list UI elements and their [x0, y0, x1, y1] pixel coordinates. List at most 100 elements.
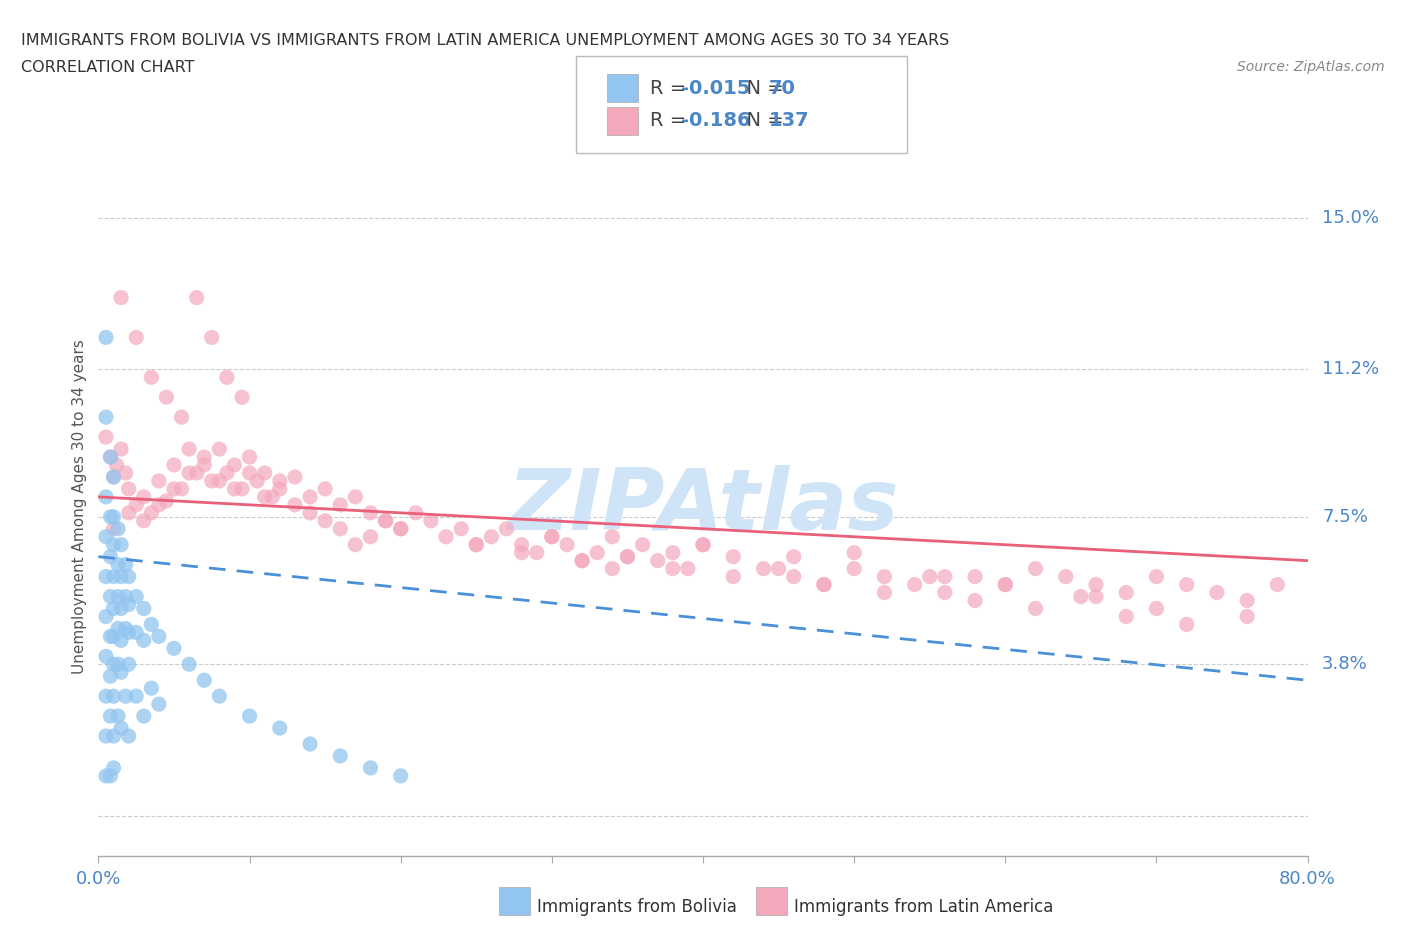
Point	[994, 578, 1017, 592]
Point	[107, 621, 129, 636]
Text: 80.0%: 80.0%	[1279, 870, 1336, 887]
Point	[329, 522, 352, 537]
Point	[100, 589, 122, 604]
Point	[215, 466, 238, 481]
Point	[103, 538, 125, 552]
Point	[631, 538, 654, 552]
Point	[105, 458, 128, 472]
Point	[100, 768, 122, 783]
Point	[94, 649, 117, 664]
Point	[616, 550, 638, 565]
Text: 15.0%: 15.0%	[1322, 209, 1379, 227]
Point	[208, 442, 231, 457]
Point	[148, 629, 170, 644]
Point	[314, 513, 336, 528]
Point	[1024, 561, 1046, 576]
Point	[100, 449, 122, 464]
Point	[110, 538, 132, 552]
Point	[141, 617, 163, 631]
Point	[110, 442, 132, 457]
Text: N =: N =	[734, 79, 790, 98]
Point	[344, 489, 367, 504]
Point	[103, 522, 125, 537]
Point	[873, 585, 896, 600]
Point	[94, 489, 117, 504]
Point	[208, 689, 231, 704]
Point	[262, 489, 284, 504]
Text: Immigrants from Latin America: Immigrants from Latin America	[794, 897, 1053, 916]
Point	[110, 633, 132, 648]
Text: 11.2%: 11.2%	[1322, 360, 1379, 379]
Point	[170, 410, 193, 425]
Point	[107, 557, 129, 572]
Point	[344, 538, 367, 552]
Text: 137: 137	[769, 112, 810, 130]
Point	[103, 601, 125, 616]
Point	[132, 601, 155, 616]
Point	[434, 529, 457, 544]
Point	[299, 737, 322, 751]
Point	[94, 689, 117, 704]
Point	[555, 538, 578, 552]
Point	[661, 545, 683, 560]
Point	[692, 538, 714, 552]
Text: 3.8%: 3.8%	[1322, 656, 1368, 673]
Point	[118, 505, 141, 520]
Point	[586, 545, 609, 560]
Point	[768, 561, 790, 576]
Point	[1054, 569, 1077, 584]
Point	[661, 561, 683, 576]
Point	[163, 482, 186, 497]
Point	[299, 505, 322, 520]
Text: R =: R =	[650, 112, 692, 130]
Text: N =: N =	[734, 112, 790, 130]
Point	[934, 585, 956, 600]
Point	[1115, 585, 1137, 600]
Point	[360, 761, 382, 776]
Point	[118, 728, 141, 743]
Point	[389, 522, 412, 537]
Point	[647, 553, 669, 568]
Point	[1085, 589, 1108, 604]
Point	[918, 569, 941, 584]
Point	[465, 538, 488, 552]
Point	[231, 390, 253, 405]
Point	[1115, 609, 1137, 624]
Point	[141, 681, 163, 696]
Point	[94, 609, 117, 624]
Point	[132, 513, 155, 528]
Point	[94, 430, 117, 445]
Point	[239, 466, 262, 481]
Point	[118, 569, 141, 584]
Point	[934, 569, 956, 584]
Point	[110, 721, 132, 736]
Point	[94, 728, 117, 743]
Point	[239, 449, 262, 464]
Point	[107, 522, 129, 537]
Point	[107, 589, 129, 604]
Point	[965, 593, 987, 608]
Point	[114, 621, 136, 636]
Point	[132, 709, 155, 724]
Point	[1175, 578, 1198, 592]
Point	[103, 761, 125, 776]
Point	[284, 470, 307, 485]
Point	[100, 629, 122, 644]
Point	[118, 597, 141, 612]
Point	[510, 538, 533, 552]
Point	[253, 466, 276, 481]
Point	[571, 553, 593, 568]
Point	[94, 768, 117, 783]
Point	[329, 749, 352, 764]
Point	[224, 482, 246, 497]
Point	[783, 569, 806, 584]
Point	[676, 561, 699, 576]
Point	[723, 569, 745, 584]
Text: 7.5%: 7.5%	[1322, 508, 1368, 525]
Point	[107, 709, 129, 724]
Point	[103, 629, 125, 644]
Point	[125, 625, 148, 640]
Point	[100, 669, 122, 684]
Point	[389, 768, 412, 783]
Point	[314, 482, 336, 497]
